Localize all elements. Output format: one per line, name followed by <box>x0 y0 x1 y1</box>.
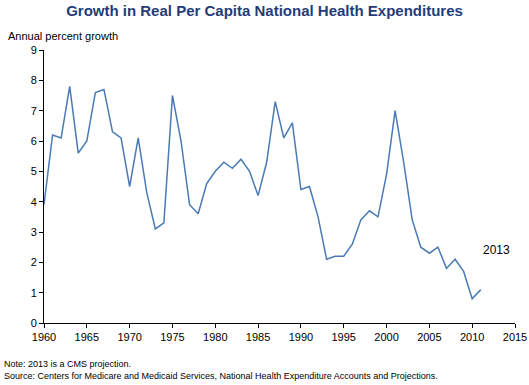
svg-text:1970: 1970 <box>117 331 141 343</box>
svg-text:1980: 1980 <box>203 331 227 343</box>
svg-text:1985: 1985 <box>246 331 270 343</box>
svg-text:Annual percent growth: Annual percent growth <box>8 30 118 42</box>
svg-text:6: 6 <box>31 135 37 147</box>
svg-text:1: 1 <box>31 287 37 299</box>
svg-text:1990: 1990 <box>289 331 313 343</box>
svg-text:Growth in Real Per Capita Nati: Growth in Real Per Capita National Healt… <box>66 2 463 19</box>
svg-text:5: 5 <box>31 165 37 177</box>
svg-text:0: 0 <box>31 317 37 329</box>
svg-text:9: 9 <box>31 44 37 56</box>
svg-text:1975: 1975 <box>160 331 184 343</box>
svg-text:2: 2 <box>31 256 37 268</box>
svg-text:4: 4 <box>31 196 37 208</box>
svg-text:8: 8 <box>31 74 37 86</box>
svg-text:2005: 2005 <box>417 331 441 343</box>
svg-text:2000: 2000 <box>374 331 398 343</box>
svg-text:1965: 1965 <box>75 331 99 343</box>
svg-text:1960: 1960 <box>32 331 56 343</box>
svg-text:2010: 2010 <box>460 331 484 343</box>
svg-text:2013: 2013 <box>483 243 510 257</box>
svg-text:3: 3 <box>31 226 37 238</box>
svg-text:1995: 1995 <box>331 331 355 343</box>
svg-text:Source: Centers for Medicare a: Source: Centers for Medicare and Medicai… <box>4 371 438 381</box>
svg-text:2015: 2015 <box>503 331 527 343</box>
svg-text:7: 7 <box>31 105 37 117</box>
svg-text:Note: 2013 is a CMS projection: Note: 2013 is a CMS projection. <box>4 359 131 369</box>
